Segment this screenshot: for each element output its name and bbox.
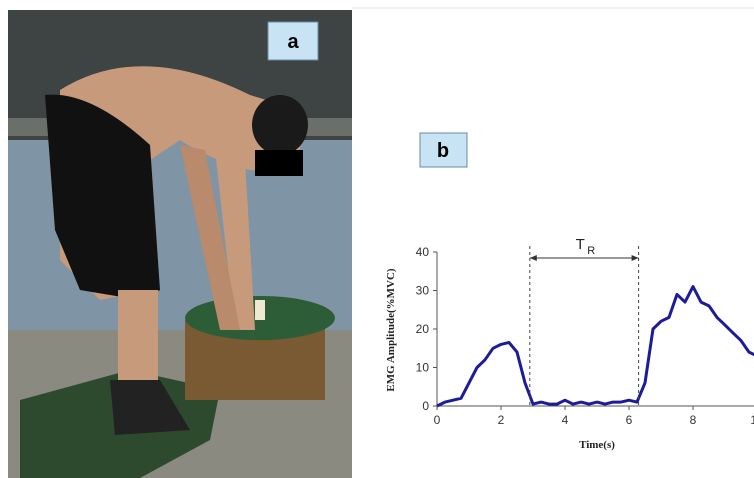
x-tick-label: 6 [626, 413, 633, 427]
y-axis-label: EMG Amplitude(%MVC) [385, 268, 397, 391]
y-tick-label: 30 [416, 284, 430, 298]
x-tick-label: 10 [750, 413, 754, 427]
y-tick-label: 0 [422, 399, 429, 413]
x-tick-label: 2 [498, 413, 505, 427]
panel-label: b [437, 140, 449, 162]
x-tick-label: 0 [434, 413, 441, 427]
panel-label: a [287, 31, 299, 53]
annotation-subscript: R [587, 245, 595, 257]
x-tick-label: 4 [562, 413, 569, 427]
y-tick-label: 10 [416, 361, 430, 375]
figure: a b Time(s) EMG Amplitude(%MVC) 01020304… [0, 0, 754, 478]
annotation: T [576, 236, 585, 253]
y-tick-label: 20 [416, 322, 430, 336]
photo [8, 10, 352, 478]
x-tick-label: 8 [690, 413, 697, 427]
x-axis-label: Time(s) [579, 439, 615, 451]
y-tick-label: 40 [416, 245, 430, 259]
data-line [437, 287, 754, 406]
